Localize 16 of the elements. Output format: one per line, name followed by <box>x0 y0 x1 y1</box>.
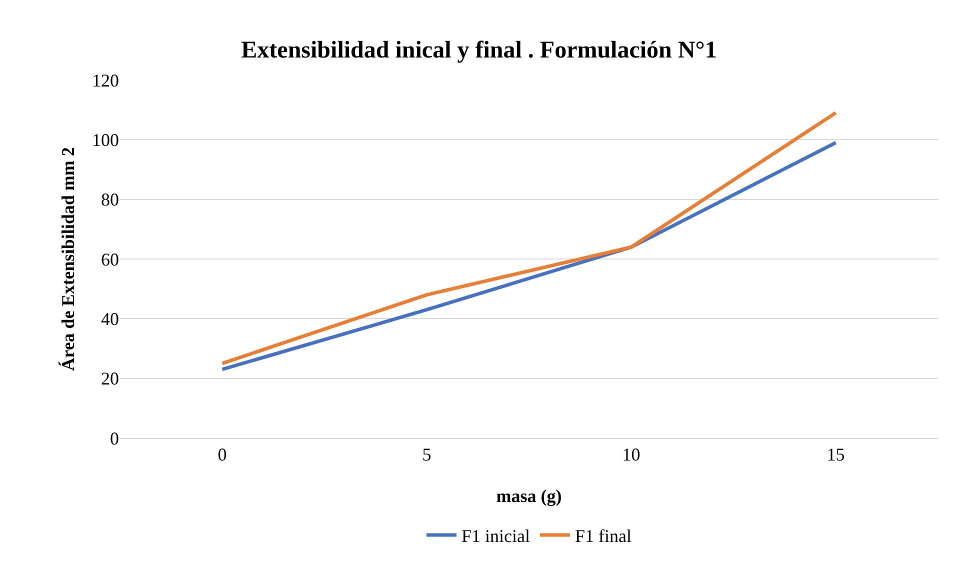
y-tick-label: 60 <box>101 249 119 270</box>
legend-label: F1 final <box>575 526 632 546</box>
y-axis-title: Área de Extensibilidad mm 2 <box>58 147 78 371</box>
x-tick-label: 15 <box>826 444 845 465</box>
y-tick-label: 100 <box>92 130 119 150</box>
x-axis-title: masa (g) <box>496 486 562 506</box>
y-tick-label: 40 <box>101 308 119 329</box>
x-tick-label: 5 <box>422 444 432 465</box>
y-tick-label: 20 <box>101 368 119 389</box>
legend-label: F1 inicial <box>462 526 530 546</box>
y-tick-label: 0 <box>110 428 119 448</box>
y-tick-label: 120 <box>92 70 119 90</box>
y-tick-label: 80 <box>101 190 119 210</box>
chart-title: Extensibilidad inical y final . Formulación N°1 <box>241 37 717 64</box>
x-tick-label: 0 <box>218 444 227 465</box>
x-tick-label: 10 <box>622 444 640 465</box>
